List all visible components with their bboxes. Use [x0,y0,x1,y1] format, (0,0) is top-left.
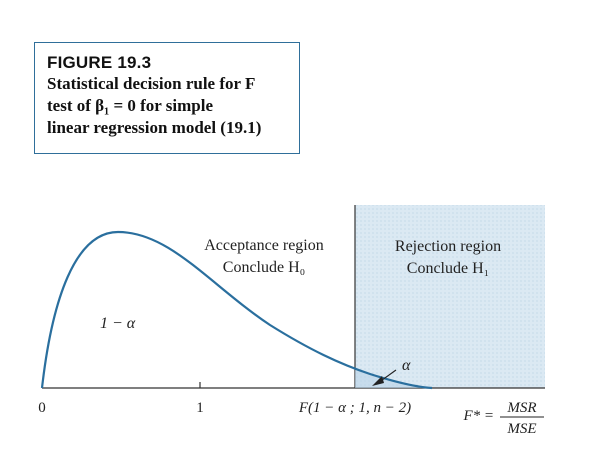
tail-area-label: α [402,357,411,374]
statistic-name: F* = [462,408,494,424]
caption-line-3: linear regression model (19.1) [47,118,262,137]
caption-line-1: Statistical decision rule for F [47,74,256,93]
rejection-region-shading [355,205,545,388]
acceptance-region-title: Acceptance region [204,237,323,254]
f-density-curve [40,230,433,390]
x-label-zero: 0 [38,400,46,416]
figure-label: FIGURE 19.3 [47,53,152,72]
tail-area-fill [355,370,432,388]
statistic-denominator: MSE [506,421,536,437]
acceptance-region-conclusion: Conclude H₀ [223,259,305,276]
caption-line-2: test of β₁ = 0 for simple [47,96,214,115]
statistic-numerator: MSR [506,400,536,416]
x-label-one: 1 [196,400,204,416]
rejection-region-conclusion: Conclude H₁ [407,260,489,277]
alpha-arrow-head [372,376,384,386]
x-label-critical-value: F(1 − α ; 1, n − 2) [298,400,411,416]
figure-caption-box: FIGURE 19.3 Statistical decision rule fo… [34,42,300,154]
rejection-region-title: Rejection region [395,238,501,255]
acceptance-area-label: 1 − α [100,315,136,332]
